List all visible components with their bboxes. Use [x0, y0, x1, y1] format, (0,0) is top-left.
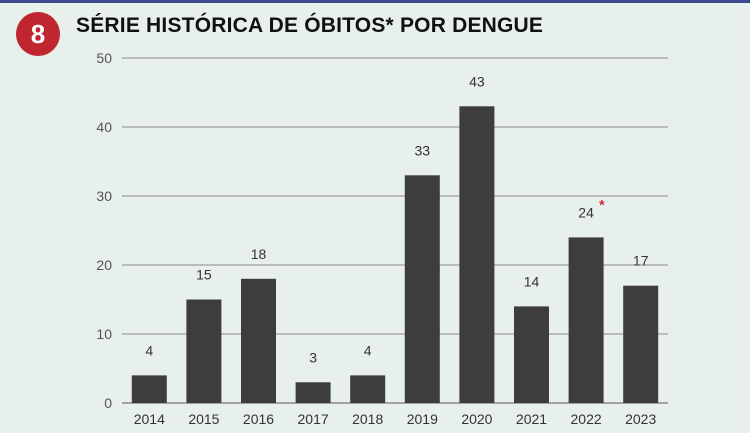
x-tick-label: 2015 — [188, 411, 219, 427]
data-label-2022: 24 — [578, 204, 594, 220]
bar-2014 — [131, 375, 167, 403]
y-tick-label: 20 — [96, 257, 112, 273]
bar-2019 — [404, 175, 440, 403]
data-label-2015: 15 — [196, 267, 212, 283]
x-tick-label: 2018 — [352, 411, 383, 427]
x-tick-label: 2021 — [516, 411, 547, 427]
x-axis-ticks: 2014 2015 2016 2017 2018 2019 2020 2021 2022 2023 — [134, 411, 657, 427]
bar-2021 — [514, 306, 549, 403]
x-tick-label: 2019 — [407, 411, 438, 427]
x-tick-label: 2020 — [461, 411, 492, 427]
data-label-2014: 4 — [145, 342, 153, 358]
bar-2018 — [350, 375, 386, 403]
data-label-2020: 43 — [469, 73, 485, 89]
y-tick-label: 10 — [96, 326, 112, 342]
x-tick-label: 2017 — [298, 411, 329, 427]
bar-2022 — [568, 237, 604, 403]
data-label-2021: 14 — [524, 273, 540, 289]
y-tick-label: 50 — [96, 50, 112, 66]
x-tick-label: 2022 — [571, 411, 602, 427]
y-tick-label: 40 — [96, 119, 112, 135]
y-tick-label: 0 — [104, 395, 112, 411]
data-label-2016: 18 — [251, 246, 267, 262]
bar-2020 — [459, 106, 495, 404]
y-tick-label: 30 — [96, 188, 112, 204]
x-tick-label: 2016 — [243, 411, 274, 427]
data-label-2018: 4 — [364, 342, 372, 358]
data-label-2017: 3 — [309, 349, 317, 365]
data-label-2023: 17 — [633, 253, 649, 269]
chart-title: SÉRIE HISTÓRICA DE ÓBITOS* POR DENGUE — [76, 14, 544, 37]
x-tick-label: 2014 — [134, 411, 165, 427]
bar-2023 — [623, 285, 659, 403]
x-tick-label: 2023 — [625, 411, 656, 427]
data-labels: 4 15 18 3 4 33 43 14 24 17 * — [145, 73, 648, 365]
top-accent-line — [0, 0, 750, 3]
y-axis-ticks: 0 10 20 30 40 50 — [96, 50, 112, 411]
bar-2015 — [186, 299, 222, 403]
bars — [131, 106, 659, 404]
annotation-asterisk: * — [599, 196, 605, 212]
bar-2017 — [295, 382, 331, 403]
data-label-2019: 33 — [415, 142, 431, 158]
bar-2016 — [241, 278, 276, 403]
chart-number-badge: 8 — [16, 12, 60, 56]
